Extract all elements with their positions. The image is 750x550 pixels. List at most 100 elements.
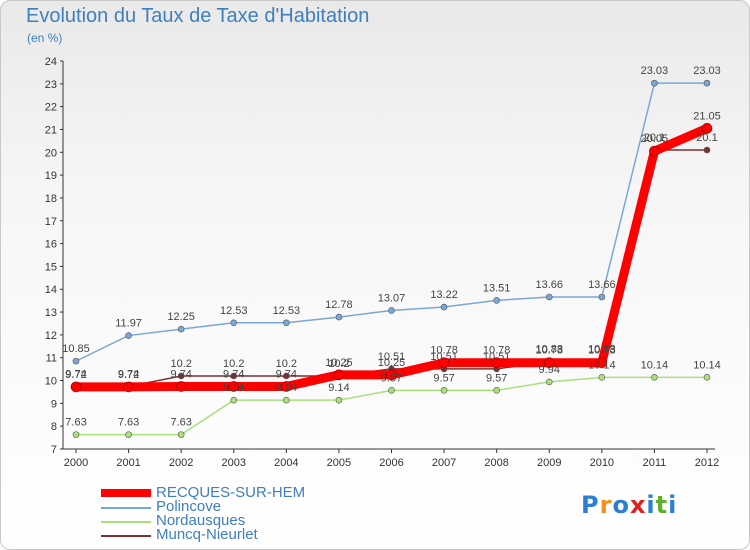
data-point-3 (703, 146, 711, 154)
data-point-2 (545, 378, 553, 386)
data-label-3: 10.2 (170, 358, 191, 370)
data-point-1 (703, 79, 711, 87)
y-tick-label: 9 (51, 398, 57, 410)
data-label-1: 13.66 (535, 279, 563, 291)
data-label-2: 9.57 (381, 372, 402, 384)
data-point-2 (493, 387, 500, 394)
data-point-1 (283, 319, 290, 327)
data-label-1: 11.97 (115, 318, 142, 330)
x-tick-label: 2009 (537, 457, 561, 469)
y-tick-label: 11 (46, 353, 57, 365)
data-point-2 (440, 387, 448, 394)
data-point-0 (701, 123, 713, 134)
y-tick-label: 13 (45, 307, 57, 319)
data-label-2: 9.94 (539, 364, 560, 376)
data-point-3 (230, 372, 238, 380)
legend-item-recques: RECQUES-SUR-HEM (101, 484, 401, 501)
data-label-3: 9.74 (118, 368, 139, 380)
data-point-2 (125, 431, 132, 438)
data-label-3: 20.1 (696, 132, 717, 144)
data-label-0: 9.74 (276, 368, 297, 380)
data-point-3 (177, 372, 185, 380)
x-tick-label: 2005 (327, 457, 351, 469)
data-label-1: 10.85 (62, 343, 90, 355)
legend-label-polincove: Polincove (156, 498, 222, 515)
data-point-1 (335, 313, 343, 321)
data-label-3: 9.74 (65, 368, 86, 380)
data-label-0: 10.25 (325, 357, 353, 369)
data-label-3: 10.83 (535, 344, 563, 356)
data-point-2 (177, 431, 185, 438)
legend-swatch-recques (101, 489, 151, 497)
legend-label-recques: RECQUES-SUR-HEM (156, 484, 306, 501)
data-point-2 (598, 374, 606, 381)
legend-item-polincove: Polincove (101, 498, 401, 515)
data-point-2 (72, 431, 80, 438)
data-point-0 (123, 381, 134, 393)
data-label-3: 10.2 (223, 358, 244, 370)
proxiti-logo: Proxiti (581, 491, 678, 519)
data-point-0 (228, 381, 240, 392)
data-point-1 (545, 293, 553, 301)
data-point-2 (651, 374, 658, 381)
data-label-3: 10.83 (588, 344, 616, 356)
x-tick-label: 2002 (169, 457, 193, 469)
legend-label-muncq: Muncq-Nieurlet (156, 526, 258, 543)
y-tick-label: 17 (45, 216, 57, 228)
data-label-2: 7.63 (118, 417, 139, 429)
data-label-0: 21.05 (693, 110, 721, 122)
data-point-0 (281, 381, 292, 392)
data-label-2: 9.57 (486, 372, 507, 384)
data-label-0: 20.05 (641, 133, 669, 145)
y-tick-label: 16 (45, 239, 57, 251)
data-point-2 (230, 396, 238, 404)
data-label-1: 13.51 (483, 282, 511, 294)
data-label-2: 7.63 (65, 417, 86, 429)
x-tick-label: 2007 (432, 457, 456, 469)
y-tick-label: 21 (45, 124, 57, 136)
legend-swatch-nordausques (101, 521, 151, 523)
data-label-1: 13.07 (378, 292, 406, 304)
data-point-0 (386, 369, 397, 381)
data-label-2: 7.63 (170, 417, 191, 429)
data-label-1: 23.03 (693, 65, 721, 77)
data-label-2: 9.14 (276, 382, 297, 394)
data-point-1 (388, 307, 395, 314)
y-tick-label: 10 (45, 376, 57, 388)
data-label-0: 10.25 (378, 357, 406, 369)
data-label-0: 10.78 (588, 345, 616, 357)
data-point-2 (388, 387, 395, 394)
data-point-0 (333, 369, 345, 381)
x-tick-label: 2012 (695, 457, 719, 469)
x-tick-label: 2010 (590, 457, 614, 469)
data-label-1: 12.53 (273, 305, 301, 317)
data-label-0: 9.74 (170, 368, 191, 380)
chart-title: Evolution du Taux de Taxe d'Habitation (26, 5, 370, 27)
x-tick-label: 2001 (116, 457, 140, 469)
data-label-3: 10.2 (276, 358, 297, 370)
data-point-1 (493, 297, 500, 304)
y-tick-label: 12 (45, 330, 57, 342)
data-point-3 (283, 372, 290, 380)
data-point-2 (335, 396, 343, 404)
data-point-1 (177, 325, 185, 333)
data-label-2: 10.14 (641, 359, 669, 371)
y-tick-label: 14 (45, 284, 57, 296)
data-point-0 (491, 357, 502, 369)
y-tick-label: 18 (45, 193, 57, 205)
data-label-2: 9.14 (223, 382, 244, 394)
data-point-0 (70, 381, 82, 393)
data-label-1: 13.22 (430, 289, 458, 301)
data-point-0 (175, 381, 187, 392)
legend: RECQUES-SUR-HEM Polincove Nordausques Mu… (101, 484, 401, 543)
data-point-1 (230, 319, 238, 327)
y-tick-label: 24 (45, 56, 57, 68)
y-tick-label: 20 (45, 147, 57, 159)
data-label-2: 10.14 (588, 359, 616, 371)
data-point-1 (125, 332, 132, 339)
x-tick-label: 2006 (379, 457, 403, 469)
legend-swatch-polincove (101, 507, 151, 509)
data-point-1 (440, 303, 448, 311)
data-point-0 (649, 145, 660, 157)
